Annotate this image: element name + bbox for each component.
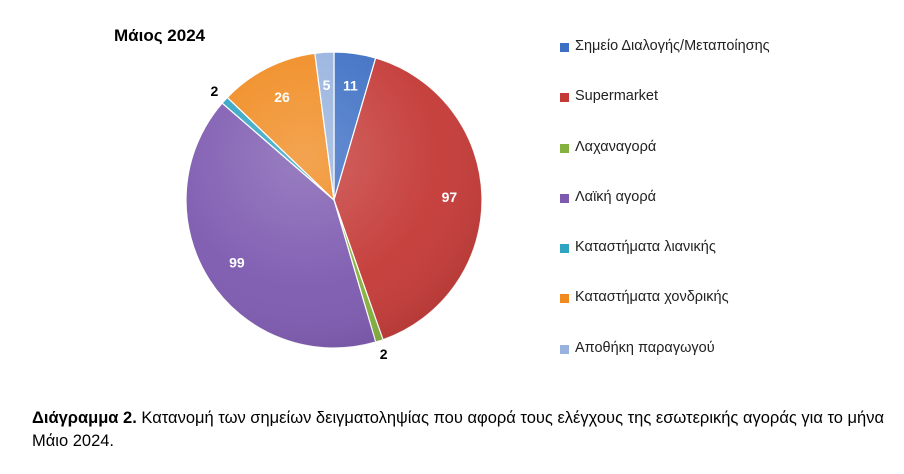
data-label: 97	[442, 189, 458, 205]
legend-label: Supermarket	[575, 88, 659, 105]
chart-area: Μάιος 2024 11 97 2 99 2 26 5 Σημείο Διαλογής/Μ…	[114, 26, 890, 390]
caption-prefix: Διάγραμμα 2.	[32, 409, 137, 427]
legend-item: Αποθήκη παραγωγού	[560, 340, 890, 390]
legend-item: Σημείο Διαλογής/Μεταποίησης	[560, 38, 890, 88]
legend-item: Supermarket	[560, 88, 890, 138]
chart-title: Μάιος 2024	[114, 26, 206, 45]
legend-swatch	[560, 143, 569, 153]
legend-label: Λαχαναγορά	[575, 138, 657, 155]
data-label: 99	[229, 254, 245, 270]
data-label: 11	[343, 78, 358, 94]
legend-swatch	[560, 93, 569, 103]
legend-swatch	[560, 193, 569, 203]
legend-item: Λαϊκή αγορά	[560, 189, 890, 239]
legend-item: Λαχαναγορά	[560, 139, 890, 189]
legend-label: Σημείο Διαλογής/Μεταποίησης	[575, 38, 770, 54]
caption-text: Κατανομή των σημείων δειγματοληψίας που …	[32, 409, 884, 450]
legend-swatch	[560, 244, 569, 254]
legend-label: Καταστήματα λιανικής	[575, 239, 716, 256]
pie-chart: 11 97 2 99 2 26 5	[185, 51, 483, 362]
data-label: 2	[380, 346, 388, 362]
data-label: 2	[210, 83, 218, 99]
data-label: 26	[274, 89, 290, 105]
data-label: 5	[323, 77, 331, 93]
legend-label: Καταστήματα χονδρικής	[575, 289, 729, 306]
figure-caption: Διάγραμμα 2. Κατανομή των σημείων δειγμα…	[32, 407, 884, 453]
chart-legend: Σημείο Διαλογής/Μεταποίησης Supermarket Λα…	[560, 38, 890, 390]
legend-swatch	[560, 344, 569, 354]
legend-label: Αποθήκη παραγωγού	[575, 339, 715, 356]
legend-swatch	[560, 294, 569, 304]
legend-item: Καταστήματα χονδρικής	[560, 289, 890, 339]
legend-label: Λαϊκή αγορά	[575, 188, 656, 205]
legend-swatch	[560, 43, 569, 52]
legend-item: Καταστήματα λιανικής	[560, 239, 890, 289]
